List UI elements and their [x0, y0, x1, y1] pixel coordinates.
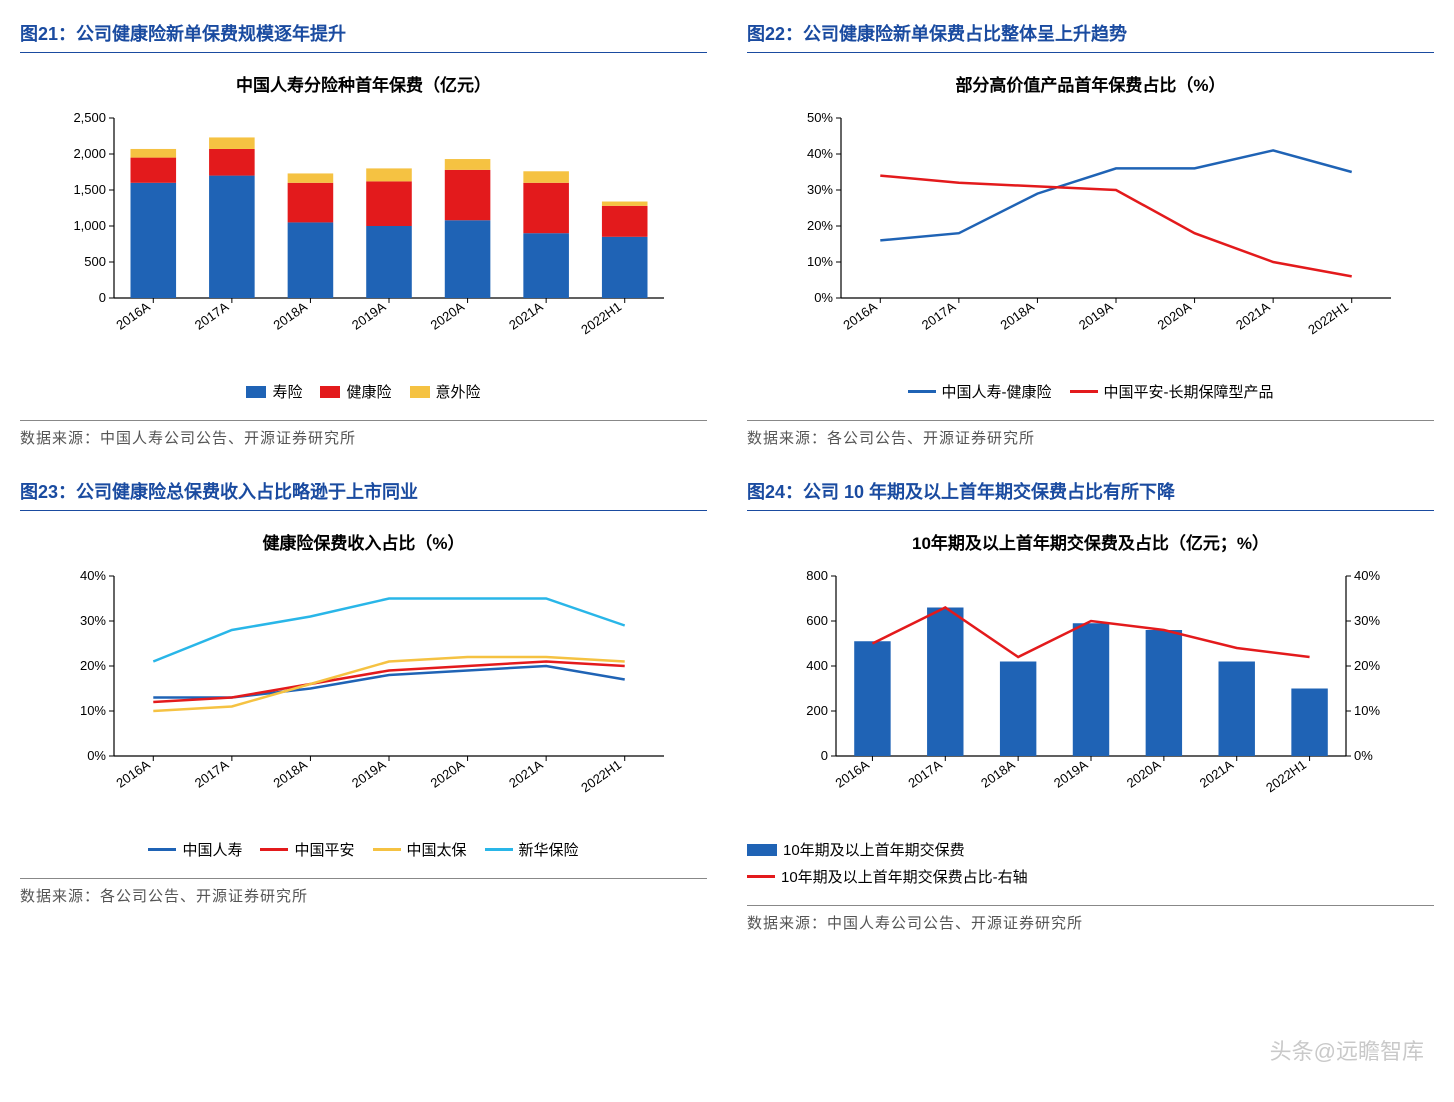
- svg-text:2019A: 2019A: [1051, 757, 1091, 791]
- header-chart22: 图22：公司健康险新单保费占比整体呈上升趋势: [747, 20, 1434, 53]
- header-chart21: 图21：公司健康险新单保费规模逐年提升: [20, 20, 707, 53]
- chart23-svg: 0% 10% 20% 30% 40% 2016A 2017A 2018A 2019A 2020A 2…: [49, 566, 679, 826]
- svg-text:2018A: 2018A: [270, 299, 310, 333]
- chart21-svg: 0 500 1,000 1,500 2,000 2,500 2016A 2017A 2018A 2…: [49, 108, 679, 368]
- svg-text:0%: 0%: [1354, 748, 1373, 763]
- svg-text:20%: 20%: [1354, 658, 1380, 673]
- svg-text:2,000: 2,000: [73, 146, 106, 161]
- source-chart22: 数据来源：各公司公告、开源证券研究所: [747, 420, 1434, 448]
- title-chart22: 部分高价值产品首年保费占比（%）: [747, 71, 1434, 96]
- title-chart24: 10年期及以上首年期交保费及占比（亿元；%）: [747, 529, 1434, 554]
- svg-text:2022H1: 2022H1: [578, 299, 624, 337]
- header-chart24: 图24：公司 10 年期及以上首年期交保费占比有所下降: [747, 478, 1434, 511]
- svg-text:2021A: 2021A: [506, 757, 546, 791]
- panel-chart23: 图23：公司健康险总保费收入占比略逊于上市同业 健康险保费收入占比（%） 0% 1…: [20, 478, 707, 933]
- svg-text:2016A: 2016A: [113, 757, 153, 791]
- chart23-svg-wrap: 0% 10% 20% 30% 40% 2016A 2017A 2018A 2019A 2020A 2…: [49, 566, 679, 831]
- svg-text:400: 400: [806, 658, 828, 673]
- svg-text:2018A: 2018A: [997, 299, 1037, 333]
- svg-text:2020A: 2020A: [1123, 757, 1163, 791]
- svg-text:0%: 0%: [87, 748, 106, 763]
- legend-chart23: 中国人寿中国平安中国太保新华保险: [20, 839, 707, 860]
- svg-text:30%: 30%: [806, 182, 832, 197]
- legend-chart22: 中国人寿-健康险中国平安-长期保障型产品: [747, 381, 1434, 402]
- svg-text:1,500: 1,500: [73, 182, 106, 197]
- svg-text:20%: 20%: [79, 658, 105, 673]
- title-chart23: 健康险保费收入占比（%）: [20, 529, 707, 554]
- legend-item: 意外险: [410, 381, 481, 402]
- svg-text:2021A: 2021A: [1196, 757, 1236, 791]
- svg-text:2017A: 2017A: [191, 299, 231, 333]
- svg-text:10%: 10%: [1354, 703, 1380, 718]
- svg-text:20%: 20%: [806, 218, 832, 233]
- chart22-svg: 0% 10% 20% 30% 40% 50% 2016A 2017A 2018A 2019A 202…: [776, 108, 1406, 368]
- svg-text:2018A: 2018A: [978, 757, 1018, 791]
- svg-text:2017A: 2017A: [905, 757, 945, 791]
- svg-text:40%: 40%: [79, 568, 105, 583]
- svg-text:10%: 10%: [79, 703, 105, 718]
- svg-text:2022H1: 2022H1: [1263, 757, 1309, 795]
- svg-text:2019A: 2019A: [349, 299, 389, 333]
- svg-text:200: 200: [806, 703, 828, 718]
- source-chart21: 数据来源：中国人寿公司公告、开源证券研究所: [20, 420, 707, 448]
- svg-text:2020A: 2020A: [427, 299, 467, 333]
- panel-chart21: 图21：公司健康险新单保费规模逐年提升 中国人寿分险种首年保费（亿元） 0 500…: [20, 20, 707, 448]
- svg-text:2020A: 2020A: [1154, 299, 1194, 333]
- svg-text:2016A: 2016A: [832, 757, 872, 791]
- svg-text:2017A: 2017A: [918, 299, 958, 333]
- source-chart23: 数据来源：各公司公告、开源证券研究所: [20, 878, 707, 906]
- legend-chart21: 寿险健康险意外险: [20, 381, 707, 402]
- panel-chart22: 图22：公司健康险新单保费占比整体呈上升趋势 部分高价值产品首年保费占比（%） …: [747, 20, 1434, 448]
- svg-text:2016A: 2016A: [840, 299, 880, 333]
- legend-chart24: 10年期及以上首年期交保费 10年期及以上首年期交保费占比-右轴: [747, 839, 1434, 887]
- svg-text:2021A: 2021A: [506, 299, 546, 333]
- svg-text:2020A: 2020A: [427, 757, 467, 791]
- svg-text:500: 500: [84, 254, 106, 269]
- legend-item: 新华保险: [485, 839, 579, 860]
- svg-text:2022H1: 2022H1: [578, 757, 624, 795]
- svg-text:2017A: 2017A: [191, 757, 231, 791]
- legend-item: 中国太保: [373, 839, 467, 860]
- svg-text:2016A: 2016A: [113, 299, 153, 333]
- legend-item: 中国平安: [260, 839, 354, 860]
- svg-text:2022H1: 2022H1: [1305, 299, 1351, 337]
- svg-text:40%: 40%: [806, 146, 832, 161]
- svg-text:2021A: 2021A: [1233, 299, 1273, 333]
- svg-text:0%: 0%: [814, 290, 833, 305]
- title-chart21: 中国人寿分险种首年保费（亿元）: [20, 71, 707, 96]
- legend-item: 中国人寿: [148, 839, 242, 860]
- chart22-svg-wrap: 0% 10% 20% 30% 40% 50% 2016A 2017A 2018A 2019A 202…: [776, 108, 1406, 373]
- panel-chart24: 图24：公司 10 年期及以上首年期交保费占比有所下降 10年期及以上首年期交保…: [747, 478, 1434, 933]
- svg-text:800: 800: [806, 568, 828, 583]
- svg-text:2019A: 2019A: [349, 757, 389, 791]
- svg-text:2018A: 2018A: [270, 757, 310, 791]
- svg-text:30%: 30%: [1354, 613, 1380, 628]
- chart21-svg-wrap: 0 500 1,000 1,500 2,000 2,500 2016A 2017A 2018A 2…: [49, 108, 679, 373]
- legend-item: 10年期及以上首年期交保费: [747, 839, 1434, 860]
- svg-text:0: 0: [98, 290, 105, 305]
- svg-text:1,000: 1,000: [73, 218, 106, 233]
- svg-text:2,500: 2,500: [73, 110, 106, 125]
- chart24-svg: 0 200 400 600 800 0% 10% 20% 30% 40% 2016A 2017A 201…: [776, 566, 1406, 826]
- legend-item: 10年期及以上首年期交保费占比-右轴: [747, 866, 1434, 887]
- legend-item: 寿险: [246, 381, 302, 402]
- svg-text:30%: 30%: [79, 613, 105, 628]
- header-chart23: 图23：公司健康险总保费收入占比略逊于上市同业: [20, 478, 707, 511]
- svg-text:600: 600: [806, 613, 828, 628]
- svg-text:50%: 50%: [806, 110, 832, 125]
- svg-text:10%: 10%: [806, 254, 832, 269]
- legend-item: 中国人寿-健康险: [908, 381, 1052, 402]
- chart-grid: 图21：公司健康险新单保费规模逐年提升 中国人寿分险种首年保费（亿元） 0 500…: [20, 20, 1434, 933]
- svg-text:2019A: 2019A: [1076, 299, 1116, 333]
- chart24-svg-wrap: 0 200 400 600 800 0% 10% 20% 30% 40% 2016A 2017A 201…: [776, 566, 1406, 831]
- legend-item: 健康险: [320, 381, 391, 402]
- svg-text:40%: 40%: [1354, 568, 1380, 583]
- svg-text:0: 0: [820, 748, 827, 763]
- source-chart24: 数据来源：中国人寿公司公告、开源证券研究所: [747, 905, 1434, 933]
- legend-item: 中国平安-长期保障型产品: [1070, 381, 1274, 402]
- watermark: 头条@远瞻智库: [1270, 1034, 1424, 1066]
